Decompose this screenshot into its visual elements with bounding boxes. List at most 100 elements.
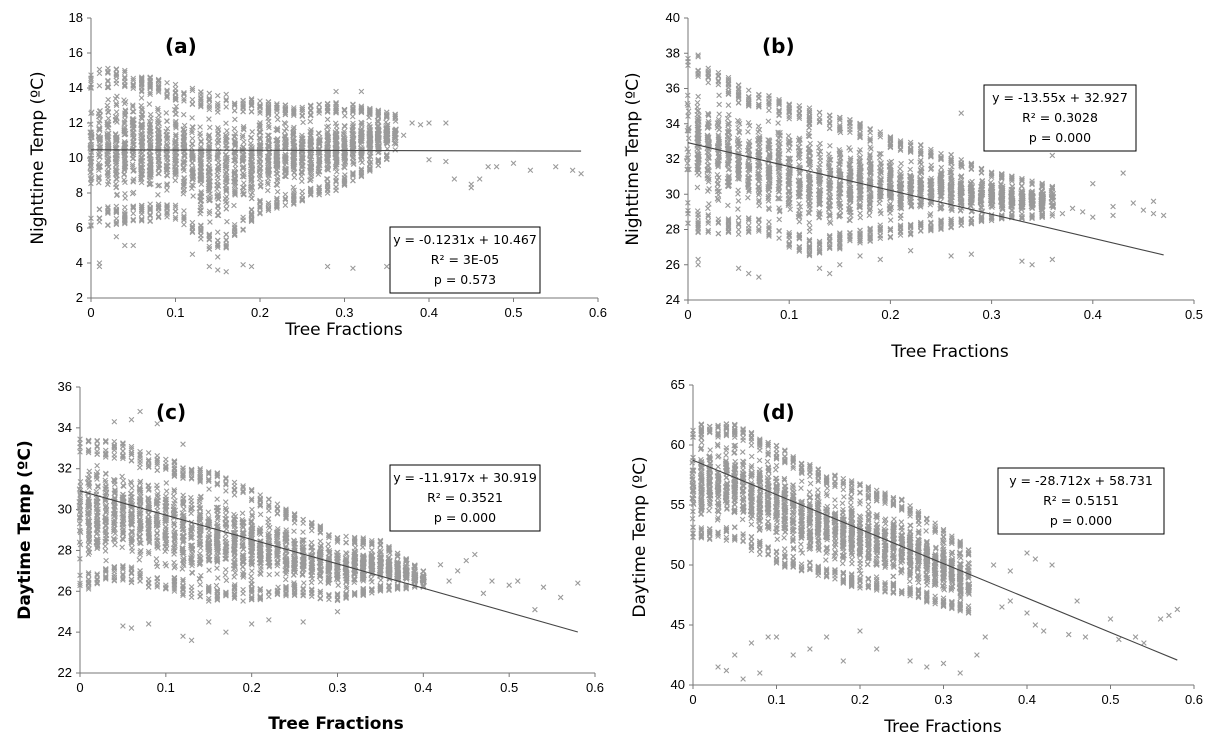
data-point — [155, 203, 162, 210]
data-point — [104, 133, 111, 139]
data-point — [375, 162, 382, 169]
data-point — [214, 152, 221, 158]
data-point — [122, 190, 128, 197]
data-point — [745, 87, 752, 94]
data-point — [578, 170, 584, 177]
data-point — [198, 144, 204, 150]
data-point — [265, 109, 272, 116]
data-point — [249, 184, 256, 191]
data-point — [258, 179, 264, 186]
data-point — [807, 140, 813, 147]
data-point — [291, 174, 298, 181]
data-point — [207, 191, 213, 197]
data-point — [231, 125, 238, 132]
data-point — [867, 126, 873, 132]
data-point — [105, 65, 111, 72]
data-point — [333, 177, 339, 184]
data-point — [105, 210, 111, 217]
data-point — [716, 101, 722, 108]
data-point — [694, 184, 701, 191]
data-point — [105, 209, 111, 215]
data-point — [130, 217, 137, 224]
data-point — [231, 107, 238, 114]
data-point — [214, 92, 221, 99]
data-point — [274, 141, 281, 148]
data-point — [333, 184, 339, 190]
data-point — [816, 115, 823, 121]
y-tick-label: 24 — [666, 292, 680, 307]
data-point — [826, 151, 832, 157]
data-point — [113, 209, 120, 215]
data-point — [147, 82, 153, 89]
data-point — [350, 265, 356, 272]
data-point — [155, 213, 162, 219]
data-point — [857, 214, 864, 221]
data-point — [257, 209, 263, 216]
data-point — [241, 126, 247, 133]
y-tick-label: 38 — [666, 45, 680, 60]
data-point — [291, 105, 297, 111]
data-point — [215, 203, 221, 210]
data-point — [215, 191, 222, 197]
data-point — [164, 118, 170, 125]
data-point — [113, 167, 119, 174]
y-tick-label: 16 — [69, 45, 83, 60]
data-point — [224, 218, 230, 225]
data-point — [95, 179, 102, 186]
data-point — [214, 254, 221, 260]
data-point — [716, 111, 722, 117]
data-point — [247, 140, 254, 147]
data-point — [282, 197, 289, 203]
x-axis-title: Tree Fractions — [284, 320, 403, 340]
data-point — [163, 110, 170, 116]
data-point — [172, 166, 179, 173]
data-point — [105, 84, 112, 91]
data-point — [164, 94, 170, 101]
data-point — [130, 210, 137, 217]
data-point — [190, 124, 196, 131]
data-point — [257, 203, 263, 210]
panel-label: (a) — [165, 34, 197, 58]
y-tick-label: 32 — [666, 151, 680, 166]
data-point — [190, 182, 196, 189]
data-point — [197, 130, 203, 137]
x-tick-label: 0.4 — [1084, 307, 1102, 322]
x-tick-label: 0.3 — [335, 305, 353, 320]
regression-text: R² = 3E-05 — [431, 252, 499, 267]
data-point — [274, 116, 281, 123]
data-point — [223, 237, 229, 244]
data-point — [726, 111, 732, 118]
data-point — [745, 93, 752, 100]
data-point — [806, 105, 813, 111]
data-point — [155, 105, 161, 112]
data-point — [129, 161, 136, 168]
data-point — [105, 222, 111, 228]
data-point — [816, 109, 823, 116]
data-point — [866, 212, 873, 219]
data-point — [224, 128, 230, 134]
data-point — [223, 91, 229, 98]
data-point — [938, 164, 945, 171]
y-tick-label: 40 — [666, 10, 680, 25]
data-point — [122, 195, 128, 201]
data-point — [139, 155, 146, 161]
data-point — [147, 201, 153, 207]
data-point — [138, 95, 145, 101]
data-point — [342, 113, 348, 119]
data-point — [113, 72, 120, 78]
data-point — [104, 84, 111, 91]
x-tick-label: 0 — [87, 305, 94, 320]
data-point — [232, 161, 239, 168]
data-point — [249, 129, 256, 135]
data-point — [375, 156, 382, 163]
data-point — [240, 108, 246, 115]
data-point — [694, 111, 701, 118]
data-point — [232, 192, 238, 198]
data-point — [324, 176, 331, 182]
x-tick-label: 0.2 — [251, 305, 269, 320]
data-point — [181, 90, 187, 96]
data-point — [917, 141, 924, 148]
data-point — [146, 101, 153, 107]
data-point — [367, 166, 373, 172]
